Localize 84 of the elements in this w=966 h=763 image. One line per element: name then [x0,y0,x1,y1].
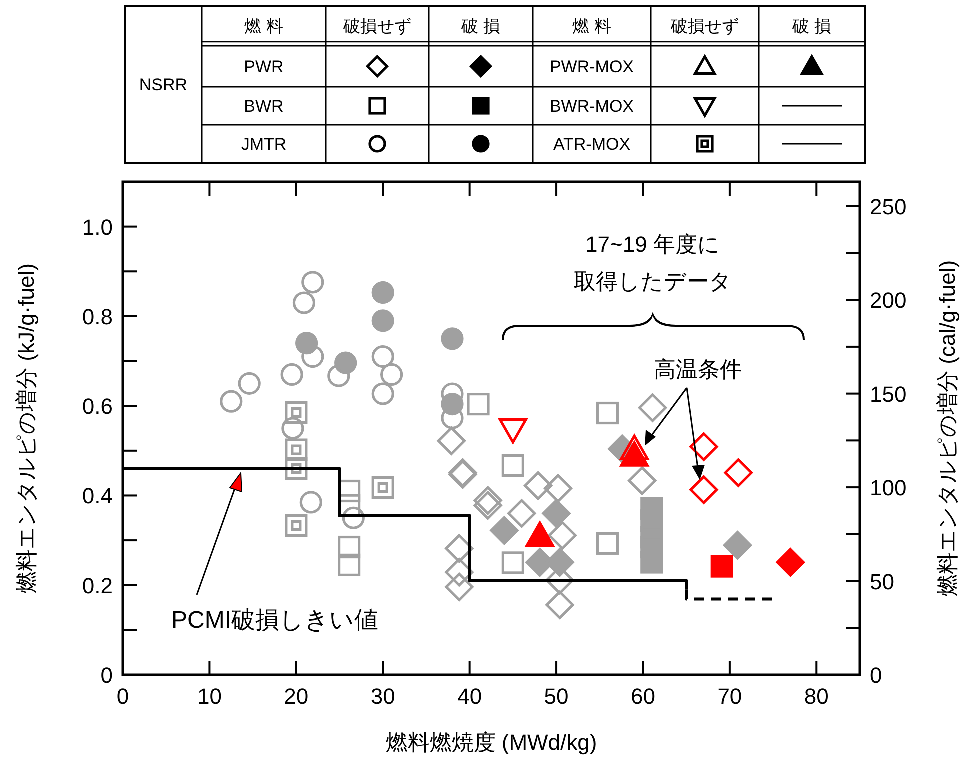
point [372,310,394,332]
y2-axis-title: 燃料エンタルピの増分 (cal/g·fuel) [935,260,960,597]
point [596,532,619,555]
point [474,491,502,520]
point [544,474,573,503]
point [280,363,304,386]
x-tick-label: 50 [544,684,569,709]
point [437,426,466,456]
text: JMTR [241,135,287,154]
y2-tick-label: 250 [870,194,907,220]
point [372,476,394,499]
point [690,432,718,462]
point [467,393,490,416]
point [296,332,318,355]
y-axis-title: 燃料エンタルピの増分 (kJ/g·fuel) [14,264,39,594]
text: 燃 料 [244,17,284,36]
point [220,390,243,413]
point [441,328,464,350]
point [372,281,394,304]
point [596,402,619,425]
point [524,472,553,500]
point [723,531,752,560]
y2-tick-label: 200 [870,288,907,314]
point [338,536,361,559]
point [638,394,668,422]
annotation: 取得したデータ [574,269,732,294]
point [690,476,718,504]
point [628,466,657,496]
x-tick-label: 0 [116,684,130,709]
text: PWR-MOX [550,58,634,76]
point [445,572,474,602]
point [508,499,536,528]
point [334,352,358,374]
point [285,402,308,424]
y-tick-label: 0.4 [82,484,113,509]
y2-tick-label: 0 [870,663,882,688]
point [542,499,571,528]
y-tick-label: 0 [100,663,113,688]
x-tick-label: 30 [370,684,396,709]
y2-tick-label: 50 [870,569,894,594]
text: PWR [244,58,284,76]
x-tick-label: 80 [804,684,829,709]
point [474,486,502,515]
point [776,548,805,577]
point [640,551,664,574]
x-tick-label: 10 [197,684,222,709]
y-tick-label: 0.6 [82,394,113,420]
text: BWR-MOX [550,97,634,116]
text: BWR [244,97,284,116]
point [338,554,361,576]
x-tick-label: 60 [630,684,656,709]
point [302,271,324,294]
point [710,555,734,578]
y-tick-label: 1.0 [82,214,113,240]
text: 破損せず [670,17,739,36]
point [300,491,322,514]
point [285,438,308,462]
point [285,514,308,538]
x-tick-label: 20 [284,684,309,709]
point [292,292,316,314]
annotation: PCMI破損しきい値 [172,607,378,634]
point [724,458,753,488]
text: ATR-MOX [553,135,631,154]
annotation: 高温条件 [654,357,742,382]
point [546,590,574,620]
y2-tick-label: 100 [870,476,907,501]
y-tick-label: 0.8 [82,304,113,330]
point [238,372,261,395]
text: 破 損 [792,17,832,36]
text: NSRR [139,76,188,94]
x-axis-title: 燃料燃焼度 (MWd/kg) [386,730,598,755]
point [441,393,464,416]
annotation: 17~19 年度に [586,232,720,257]
text: 燃 料 [572,17,612,36]
text: 破損せず [342,17,412,36]
x-tick-label: 70 [718,684,742,709]
text: 破 損 [460,17,500,36]
point [502,454,524,477]
y2-tick-label: 150 [870,382,907,407]
x-tick-label: 40 [458,684,482,709]
point [548,521,577,550]
point [490,516,519,545]
y-tick-label: 0.2 [82,573,113,598]
point [502,552,524,574]
